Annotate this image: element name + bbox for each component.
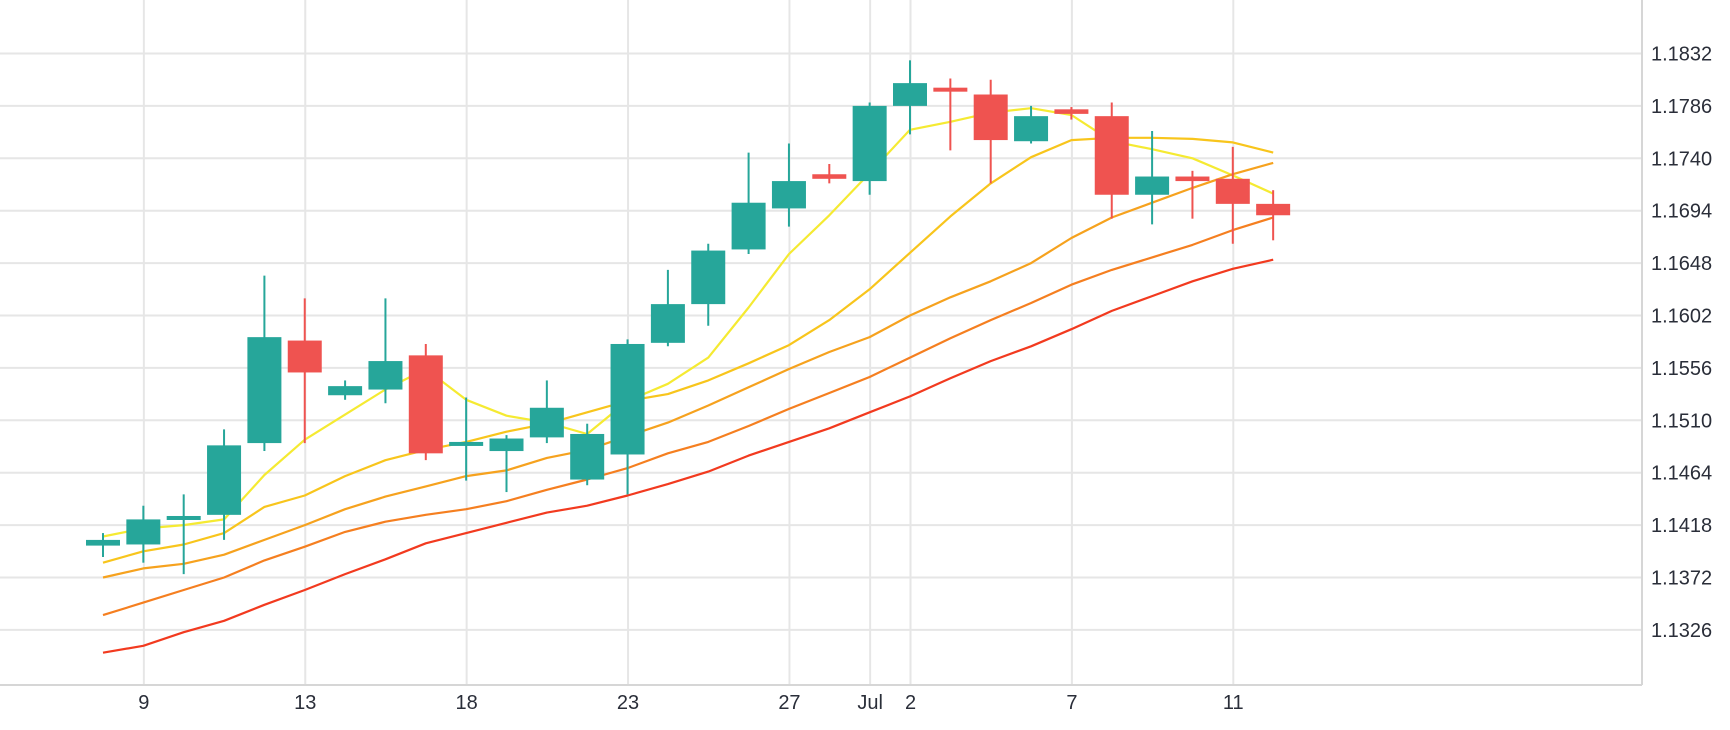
candle-body: [328, 386, 363, 396]
bullish-candle: [731, 152, 766, 254]
x-tick-label: 27: [778, 692, 800, 714]
y-tick-label: 1.1648: [1651, 253, 1712, 275]
bullish-candle: [247, 275, 282, 452]
candle-body: [449, 441, 484, 446]
bearish-candle: [1215, 146, 1250, 244]
bearish-candle: [408, 343, 443, 461]
y-tick-label: 1.1418: [1651, 515, 1712, 537]
candle-body: [852, 105, 887, 182]
y-tick-label: 1.1372: [1651, 568, 1712, 590]
y-tick-label: 1.1694: [1651, 201, 1712, 223]
candle-body: [691, 250, 726, 305]
bullish-candle: [166, 494, 201, 575]
bullish-candle: [489, 435, 524, 493]
y-tick-label: 1.1786: [1651, 96, 1712, 118]
moving-average-line: [102, 161, 1274, 579]
y-tick-label: 1.1832: [1651, 44, 1712, 66]
x-tick-label: 11: [1223, 692, 1244, 714]
candle-body: [1215, 178, 1250, 204]
candle-body: [1175, 176, 1210, 182]
moving-average-line: [102, 258, 1274, 654]
candle-body: [529, 407, 564, 438]
x-tick-label: 13: [294, 692, 316, 714]
bearish-candle: [973, 79, 1008, 184]
bullish-candle: [650, 269, 685, 347]
candle-body: [1094, 116, 1129, 195]
y-tick-label: 1.1602: [1651, 306, 1712, 328]
candle-body: [610, 343, 645, 455]
y-tick-label: 1.1464: [1651, 463, 1712, 485]
bullish-candle: [207, 429, 242, 540]
bearish-candle: [1175, 170, 1210, 219]
y-tick-label: 1.1326: [1651, 620, 1712, 642]
bullish-candle: [1135, 130, 1170, 225]
candle-body: [731, 202, 766, 250]
x-tick-label: 18: [456, 692, 478, 714]
x-tick-label: 9: [138, 692, 149, 714]
moving-average-line: [102, 107, 1274, 538]
candle-body: [973, 94, 1008, 141]
bullish-candle: [1014, 105, 1049, 144]
candle-body: [166, 515, 201, 520]
bullish-candle: [852, 102, 887, 195]
candle-body: [893, 83, 927, 106]
bullish-candle: [893, 60, 927, 135]
axis-lines: [0, 0, 1643, 686]
candle-body: [86, 539, 120, 546]
candle-body: [771, 181, 806, 209]
candle-body: [408, 355, 443, 454]
x-tick-label: 23: [617, 692, 639, 714]
bullish-candle: [610, 339, 645, 495]
bullish-candle: [86, 533, 120, 557]
bearish-candle: [933, 78, 968, 151]
candle-body: [933, 87, 968, 92]
bullish-candle: [691, 243, 726, 326]
bullish-candle: [570, 423, 605, 486]
bearish-candle: [812, 163, 847, 184]
candle-body: [1135, 176, 1170, 195]
x-tick-label: 7: [1066, 692, 1077, 714]
bearish-candle: [1256, 190, 1291, 241]
y-tick-label: 1.1510: [1651, 410, 1712, 432]
candle-body: [570, 433, 605, 480]
candle-body: [207, 445, 242, 515]
bullish-candle: [126, 505, 161, 563]
moving-average-line: [102, 136, 1274, 564]
candle-body: [1014, 116, 1049, 142]
y-axis-labels: 1.1832 1.1786 1.1740 1.1694 1.1648 1.1602 1.15…: [1651, 44, 1712, 642]
bearish-candle: [1054, 107, 1089, 120]
candle-body: [1256, 203, 1291, 216]
candle-body: [287, 340, 322, 373]
candle-body: [368, 361, 403, 390]
candle-body: [1054, 109, 1089, 114]
bullish-candle: [529, 380, 564, 444]
candle-body: [650, 304, 685, 343]
candle-body: [812, 174, 847, 179]
moving-average-line: [102, 216, 1274, 617]
candles: [86, 60, 1291, 575]
candle-body: [126, 519, 161, 545]
bullish-candle: [328, 380, 363, 400]
moving-average-lines: [102, 107, 1274, 654]
candle-body: [489, 438, 524, 452]
bearish-candle: [1094, 102, 1129, 219]
bullish-candle: [771, 143, 806, 227]
x-tick-label: Jul: [857, 692, 883, 714]
horizontal-gridlines: [0, 52, 1642, 631]
bullish-candle: [368, 298, 403, 404]
bullish-candle: [449, 397, 484, 481]
y-tick-label: 1.1740: [1651, 148, 1712, 170]
x-tick-label: 2: [905, 692, 916, 714]
x-axis-labels: 9 13 18 23 27 Jul 2 7 11: [138, 692, 1243, 714]
candle-body: [247, 337, 282, 444]
bearish-candle: [287, 298, 322, 444]
y-tick-label: 1.1556: [1651, 358, 1712, 380]
